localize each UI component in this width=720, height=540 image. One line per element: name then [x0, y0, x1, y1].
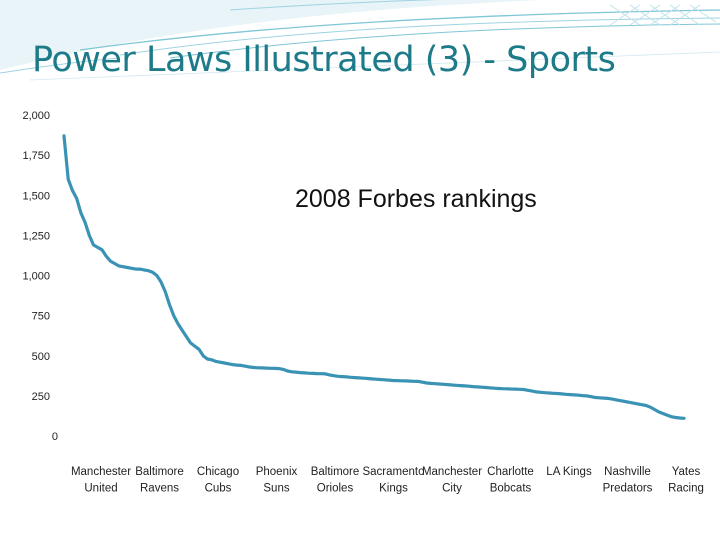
x-tick-label: Baltimore Orioles: [311, 466, 360, 495]
header-decoration: [0, 0, 720, 81]
y-tick-label: 2,000: [22, 110, 50, 122]
x-tick-label: Nashville Predators: [603, 466, 653, 495]
y-tick-label: 1,500: [22, 190, 50, 202]
x-tick-label: Manchester City: [422, 466, 482, 495]
series-line: [62, 134, 686, 420]
y-axis-ticks: 0 250 500 750 1,000 1,250 1,500 1,750 2,000: [22, 110, 58, 443]
slide-title: Power Laws Illustrated (3) - Sports: [32, 40, 616, 80]
x-tick-label: Charlotte Bobcats: [487, 466, 534, 495]
y-tick-label: 1,250: [22, 230, 50, 242]
y-tick-label: 1,750: [22, 150, 50, 162]
x-tick-label: LA Kings: [546, 466, 592, 478]
y-tick-label: 0: [52, 431, 58, 443]
x-tick-label: Yates Racing: [668, 466, 704, 495]
y-tick-label: 750: [32, 311, 50, 323]
y-tick-label: 250: [32, 391, 50, 403]
x-tick-label: Phoenix Suns: [256, 466, 298, 495]
x-tick-label: Chicago Cubs: [197, 466, 239, 495]
x-tick-label: Sacramento Kings: [362, 466, 424, 495]
x-tick-label: Manchester United: [71, 466, 131, 495]
x-tick-label: Baltimore Ravens: [135, 466, 184, 495]
y-tick-label: 1,000: [22, 271, 50, 283]
y-tick-label: 500: [32, 351, 50, 363]
chart-subtitle: 2008 Forbes rankings: [295, 185, 537, 213]
